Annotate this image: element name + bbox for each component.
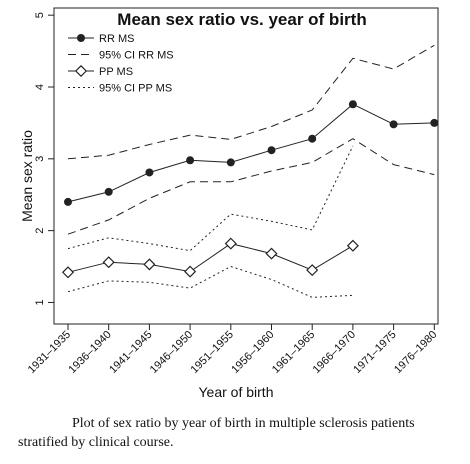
x-tick-label: 1931–1935 [26, 329, 73, 376]
data-point [346, 239, 359, 252]
y-tick-label: 1 [34, 299, 46, 305]
x-tick-label: 1961–1965 [270, 329, 317, 376]
data-point [430, 118, 439, 127]
plot-frame [53, 7, 439, 325]
series-layer [61, 44, 439, 298]
figure-caption: Plot of sex ratio by year of birth in mu… [18, 416, 415, 450]
legend-label: 95% CI PP MS [99, 83, 172, 95]
x-axis-label: Year of birth [199, 384, 274, 400]
y-tick-label: 3 [34, 156, 46, 162]
data-point [64, 197, 72, 206]
data-point [265, 247, 278, 260]
legend-label: RR MS [99, 33, 134, 45]
data-point [61, 266, 75, 279]
x-axis: 1931–19351936–19401941–19451946–19501951… [26, 324, 439, 376]
data-point [348, 100, 357, 109]
data-point [267, 146, 276, 155]
data-point [226, 158, 235, 167]
data-point [143, 258, 156, 271]
x-tick-label: 1956–1960 [229, 329, 276, 376]
series-line-4 [67, 145, 354, 252]
data-point [308, 134, 317, 143]
data-point [102, 256, 115, 269]
data-point [389, 120, 398, 129]
chart-title: Mean sex ratio vs. year of birth [117, 10, 366, 29]
x-tick-label: 1941–1945 [107, 329, 154, 376]
y-tick-label: 4 [34, 84, 46, 90]
y-tick-label: 5 [34, 12, 46, 18]
x-tick-label: 1966–1970 [311, 329, 358, 376]
series-line-1 [67, 44, 435, 160]
data-point [184, 265, 197, 278]
series-line-0 [67, 103, 435, 203]
legend: RR MS 95% CI RR MS PP MS 95% CI PP MS [68, 33, 174, 95]
data-point [104, 187, 113, 196]
legend-marker [74, 64, 88, 78]
x-tick-label: 1951–1955 [189, 329, 236, 376]
series-line-3 [67, 243, 354, 273]
x-tick-label: 1971–1975 [351, 329, 398, 376]
data-point [224, 237, 237, 250]
legend-label: 95% CI RR MS [99, 50, 174, 62]
x-tick-label: 1936–1940 [66, 329, 113, 376]
x-tick-label: 1946–1950 [148, 329, 195, 376]
series-line-5 [67, 265, 353, 298]
legend-label: PP MS [99, 66, 133, 78]
y-axis-label: Mean sex ratio [19, 130, 35, 222]
legend-marker [77, 34, 85, 42]
y-tick-label: 2 [34, 228, 46, 234]
data-point [145, 168, 154, 177]
data-point [186, 156, 195, 165]
x-tick-label: 1976–1980 [392, 329, 439, 376]
series-line-2 [67, 138, 435, 235]
y-axis: 1 2 3 4 5 [34, 12, 54, 306]
data-point [306, 264, 319, 277]
